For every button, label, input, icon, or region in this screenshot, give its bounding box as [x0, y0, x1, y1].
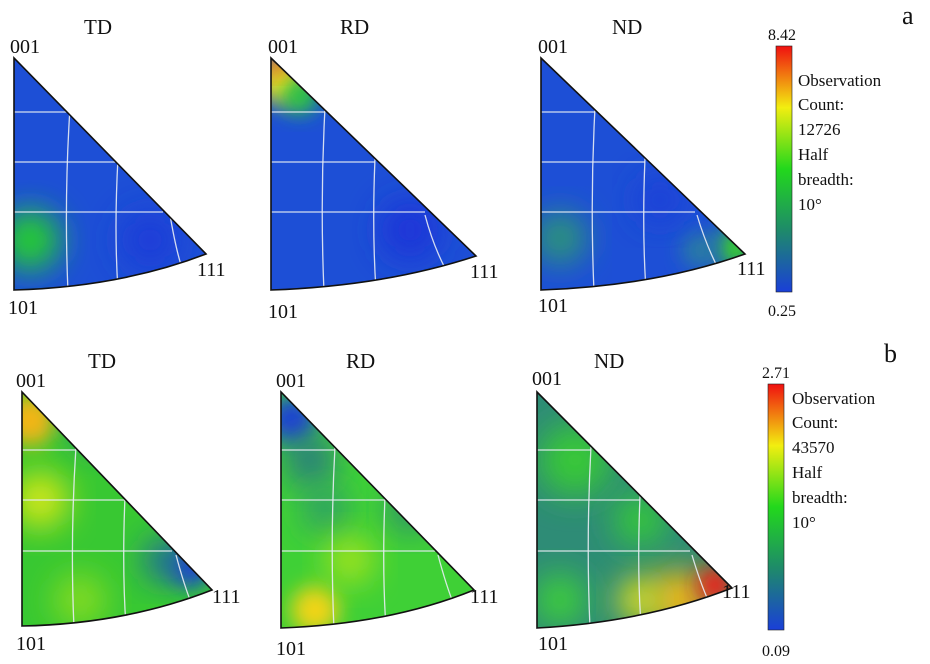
pole-b-td-001: 001 — [16, 370, 46, 392]
title-b-rd: RD — [346, 349, 375, 373]
legend-b-line-1: Observation — [792, 389, 876, 408]
pole-b-rd-001: 001 — [276, 370, 306, 392]
pole-a-td-101: 101 — [8, 297, 38, 319]
ipf-b-nd — [536, 390, 734, 629]
pole-b-rd-111: 111 — [470, 586, 499, 608]
panel-letter-b: b — [884, 339, 897, 368]
legend-b-line-5: breadth: — [792, 488, 848, 507]
pole-b-td-101: 101 — [16, 633, 46, 655]
legend-b-line-2: Count: — [792, 413, 838, 432]
panel-letter-a: a — [902, 1, 914, 30]
pole-a-td-111: 111 — [197, 259, 226, 281]
legend-a-line-4: Half — [798, 145, 829, 164]
colorbar-a-min: 0.25 — [768, 303, 796, 320]
colorbar-a-max: 8.42 — [768, 27, 796, 44]
title-a-nd: ND — [612, 15, 642, 39]
pole-a-nd-101: 101 — [538, 295, 568, 317]
colorbar-b-min: 0.09 — [762, 643, 790, 660]
legend-a-line-5: breadth: — [798, 170, 854, 189]
legend-a-line-1: Observation — [798, 71, 882, 90]
ipf-a-nd — [540, 56, 747, 291]
ipf-a-rd — [270, 56, 478, 291]
pole-a-rd-101: 101 — [268, 301, 298, 323]
pole-b-td-111: 111 — [212, 586, 241, 608]
title-b-td: TD — [88, 349, 116, 373]
legend-b-line-3: 43570 — [792, 438, 835, 457]
ipf-b-td — [21, 390, 214, 627]
pole-b-rd-101: 101 — [276, 638, 306, 660]
legend-b-line-4: Half — [792, 463, 823, 482]
colorbar-b-max: 2.71 — [762, 365, 790, 382]
legend-b-line-6: 10° — [792, 513, 816, 532]
pole-a-nd-111: 111 — [737, 258, 766, 280]
colorbar-b — [767, 383, 785, 631]
pole-a-rd-001: 001 — [268, 36, 298, 58]
title-b-nd: ND — [594, 349, 624, 373]
pole-b-nd-111: 111 — [722, 581, 751, 603]
pole-b-nd-101: 101 — [538, 633, 568, 655]
legend-a-line-3: 12726 — [798, 120, 841, 139]
ipf-b-rd — [280, 390, 476, 629]
legend-a-line-2: Count: — [798, 95, 844, 114]
title-a-rd: RD — [340, 15, 369, 39]
ipf-a-td — [13, 56, 208, 291]
pole-a-td-001: 001 — [10, 36, 40, 58]
pole-b-nd-001: 001 — [532, 368, 562, 390]
legend-a-line-6: 10° — [798, 195, 822, 214]
title-a-td: TD — [84, 15, 112, 39]
pole-a-rd-111: 111 — [470, 261, 499, 283]
colorbar-a — [775, 45, 793, 293]
pole-a-nd-001: 001 — [538, 36, 568, 58]
